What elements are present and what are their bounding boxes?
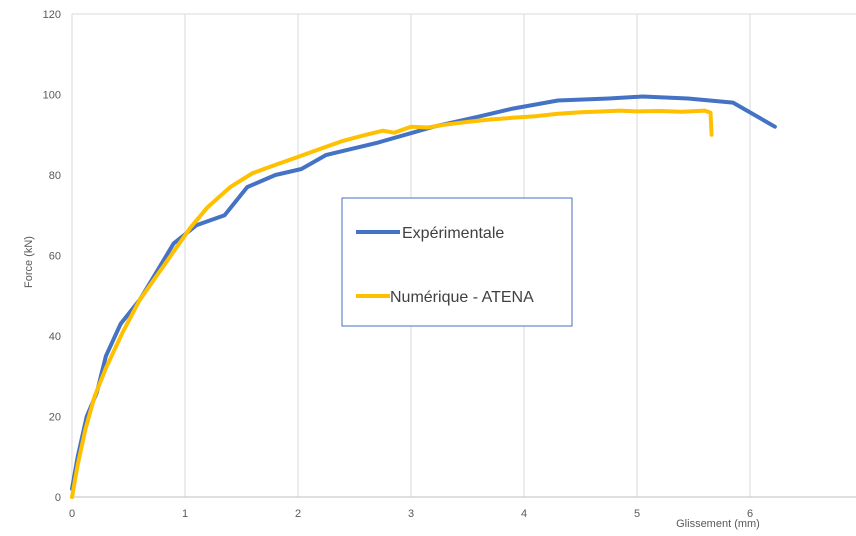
- y-tick-labels: 0 20 40 60 80 100 120: [43, 9, 61, 504]
- series-line-numerique: [70, 108, 714, 499]
- y-tick-label: 0: [55, 492, 61, 504]
- y-tick-label: 100: [43, 90, 61, 102]
- series-line-experimentale: [70, 94, 777, 491]
- data-series: [70, 94, 777, 499]
- y-tick-label: 120: [43, 9, 61, 21]
- x-tick-label: 4: [521, 508, 527, 520]
- x-tick-label: 1: [182, 508, 188, 520]
- y-tick-label: 80: [49, 170, 61, 182]
- x-tick-label: 6: [747, 508, 753, 520]
- y-tick-label: 40: [49, 331, 61, 343]
- x-tick-label: 0: [69, 508, 75, 520]
- legend-box: [341, 197, 573, 327]
- y-tick-label: 20: [49, 412, 61, 424]
- x-tick-label: 5: [634, 508, 640, 520]
- y-tick-label: 60: [49, 251, 61, 263]
- y-axis-title: Force (kN): [23, 236, 35, 288]
- legend: Expérimentale Numérique - ATENA: [341, 197, 573, 327]
- legend-label-experimentale: Expérimentale: [402, 225, 504, 242]
- x-tick-label: 3: [408, 508, 414, 520]
- x-tick-labels: 0 1 2 3 4 5 6: [69, 508, 753, 520]
- x-tick-label: 2: [295, 508, 301, 520]
- legend-label-numerique: Numérique - ATENA: [390, 289, 534, 306]
- x-axis-title: Glissement (mm): [676, 518, 760, 530]
